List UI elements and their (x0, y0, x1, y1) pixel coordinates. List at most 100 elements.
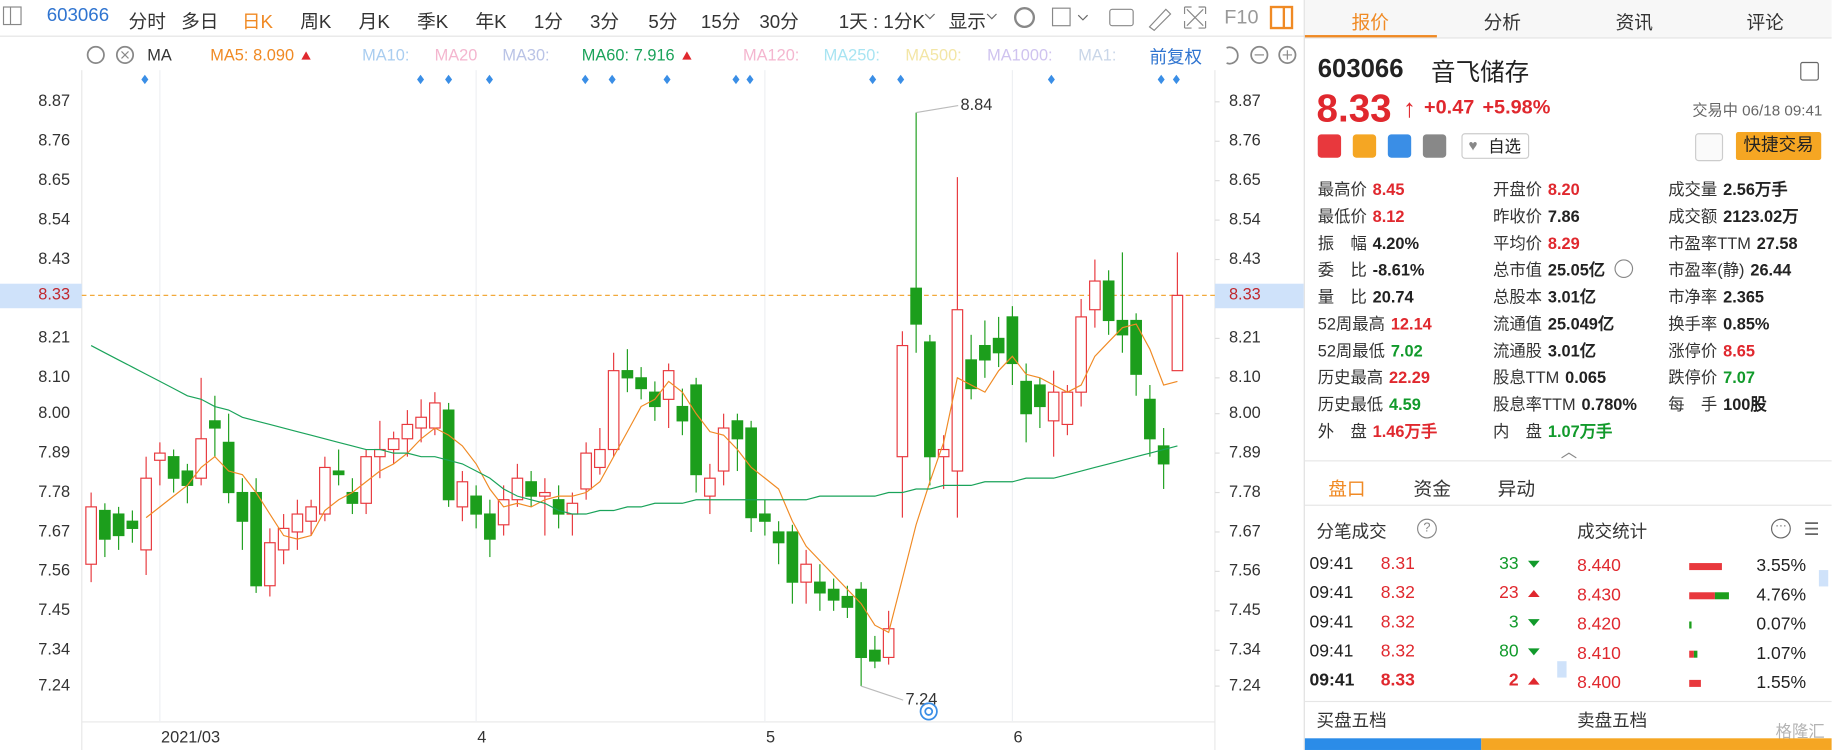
period-tab[interactable]: 1分 (533, 12, 563, 33)
camera-icon[interactable] (1109, 8, 1134, 27)
period-tab[interactable]: 30分 (759, 12, 799, 33)
trade-direction (1528, 677, 1540, 685)
event-marker[interactable] (663, 74, 671, 85)
tab[interactable]: 评论 (1746, 14, 1784, 34)
period-tab[interactable]: 多日 (181, 12, 219, 33)
candle-body (951, 309, 964, 472)
trade-time: 09:41 (1309, 641, 1354, 662)
period-tab[interactable]: 5分 (648, 12, 678, 33)
stat-pct: 1.07% (1756, 643, 1807, 664)
candle-body (992, 337, 1005, 354)
zoom-in[interactable] (1278, 45, 1297, 64)
info-icon[interactable] (1614, 259, 1634, 279)
event-marker[interactable] (608, 74, 616, 85)
sub-tab[interactable]: 盘口 (1328, 480, 1366, 500)
event-marker[interactable] (485, 74, 493, 85)
period-tab[interactable]: 月K (358, 12, 390, 33)
collapse-chevron[interactable]: ︿ (1560, 441, 1578, 461)
event-marker[interactable] (1157, 74, 1165, 85)
stat-label: 历史最低 4.59 (1317, 394, 1421, 414)
more-icon[interactable]: ··· (1770, 518, 1791, 539)
stat-pct: 3.55% (1756, 556, 1807, 576)
event-marker[interactable] (869, 74, 877, 85)
y-tick-label: 8.76 (38, 132, 70, 150)
event-marker[interactable] (746, 74, 754, 85)
period-tab[interactable]: 周K (300, 12, 332, 33)
event-marker[interactable] (732, 74, 740, 85)
panel-toggle[interactable] (1269, 5, 1294, 30)
bell-icon[interactable] (1695, 133, 1724, 162)
range-select[interactable]: 1天 : 1分K (838, 12, 925, 33)
sub-tab[interactable]: 异动 (1497, 480, 1536, 500)
undo-icon[interactable] (1226, 46, 1239, 65)
buy-bar (1689, 563, 1722, 571)
f10-button[interactable]: F10 (1224, 5, 1259, 29)
ma-settings[interactable] (86, 45, 105, 64)
sub-tab[interactable]: 资金 (1413, 480, 1451, 500)
candle-body (731, 420, 744, 440)
event-marker[interactable] (1172, 74, 1180, 85)
period-tab[interactable]: 日K (241, 12, 273, 33)
candle-body (869, 649, 881, 662)
display-select[interactable]: 显示 (948, 12, 986, 33)
stat-label: 量 比 20.74 (1317, 287, 1414, 307)
period-tab[interactable]: 15分 (700, 12, 741, 33)
ma-close[interactable] (115, 45, 135, 64)
y-tick-label-right: 8.76 (1229, 132, 1261, 150)
stock-code[interactable]: 603066 (46, 5, 110, 26)
period-tab[interactable]: 季K (417, 12, 449, 33)
watch-button[interactable]: 自选 ♥ (1461, 133, 1530, 159)
tab[interactable]: 资讯 (1615, 14, 1654, 34)
candle-body (841, 595, 854, 608)
candle-body (1144, 398, 1156, 440)
candle-body (236, 491, 249, 522)
event-marker[interactable] (417, 74, 425, 85)
period-tab[interactable]: 分时 (128, 12, 166, 33)
zoom-out[interactable] (1250, 45, 1269, 64)
watermark: 格隆汇 (1775, 721, 1825, 741)
pen-icon[interactable] (1148, 8, 1172, 32)
trade-price: 8.31 (1380, 553, 1415, 574)
tag-icon[interactable] (1422, 134, 1447, 158)
expand-icon[interactable] (1183, 6, 1207, 29)
tag-icon[interactable] (1317, 134, 1342, 158)
x-tick-label: 4 (477, 729, 486, 747)
tab[interactable]: 分析 (1483, 14, 1521, 34)
trade-button[interactable]: 快捷交易 (1735, 132, 1822, 161)
stat-value: 22.29 (1388, 367, 1430, 387)
event-marker[interactable] (581, 74, 589, 85)
stat-label: 换手率 0.85% (1668, 314, 1770, 333)
sub-tab-divider (1304, 504, 1832, 506)
list-icon[interactable]: ☰ (1803, 519, 1820, 540)
locate-icon[interactable] (919, 702, 938, 721)
adjust-select[interactable]: 前复权 (1149, 47, 1203, 68)
settings-icon[interactable] (1013, 7, 1036, 29)
quote-panel: 报价 分析 资讯 评论 603066 音飞储存 8.33 ↑ +0.47 +5.98% 交易中 06… (1304, 0, 1832, 750)
trade-direction (1528, 619, 1540, 627)
event-marker[interactable] (1047, 74, 1055, 85)
event-marker[interactable] (445, 74, 453, 85)
candle-body (1130, 319, 1142, 375)
sidebar-icon[interactable] (2, 6, 22, 26)
tag-icon[interactable] (1352, 134, 1377, 158)
box-icon[interactable] (1051, 7, 1071, 27)
tab[interactable]: 报价 (1351, 14, 1389, 34)
candle-body (456, 481, 469, 508)
period-tab[interactable]: 3分 (589, 12, 620, 33)
section-divider (1304, 700, 1832, 703)
help-icon[interactable]: ? (1417, 518, 1437, 539)
candle-body (277, 527, 290, 551)
trade-volume: 3 (1508, 612, 1519, 632)
caret (986, 13, 997, 20)
period-tab[interactable]: 年K (475, 12, 507, 33)
stat-value: 2123.02万 (1723, 206, 1799, 226)
trade-direction (1528, 589, 1540, 597)
ma-name: MA1000: (987, 45, 1053, 65)
layout-icon[interactable] (1800, 61, 1819, 81)
event-marker[interactable] (141, 74, 149, 85)
candle-body (882, 628, 895, 659)
y-tick-label: 8.65 (38, 171, 70, 189)
tag-icon[interactable] (1387, 134, 1412, 158)
event-marker[interactable] (897, 74, 905, 85)
